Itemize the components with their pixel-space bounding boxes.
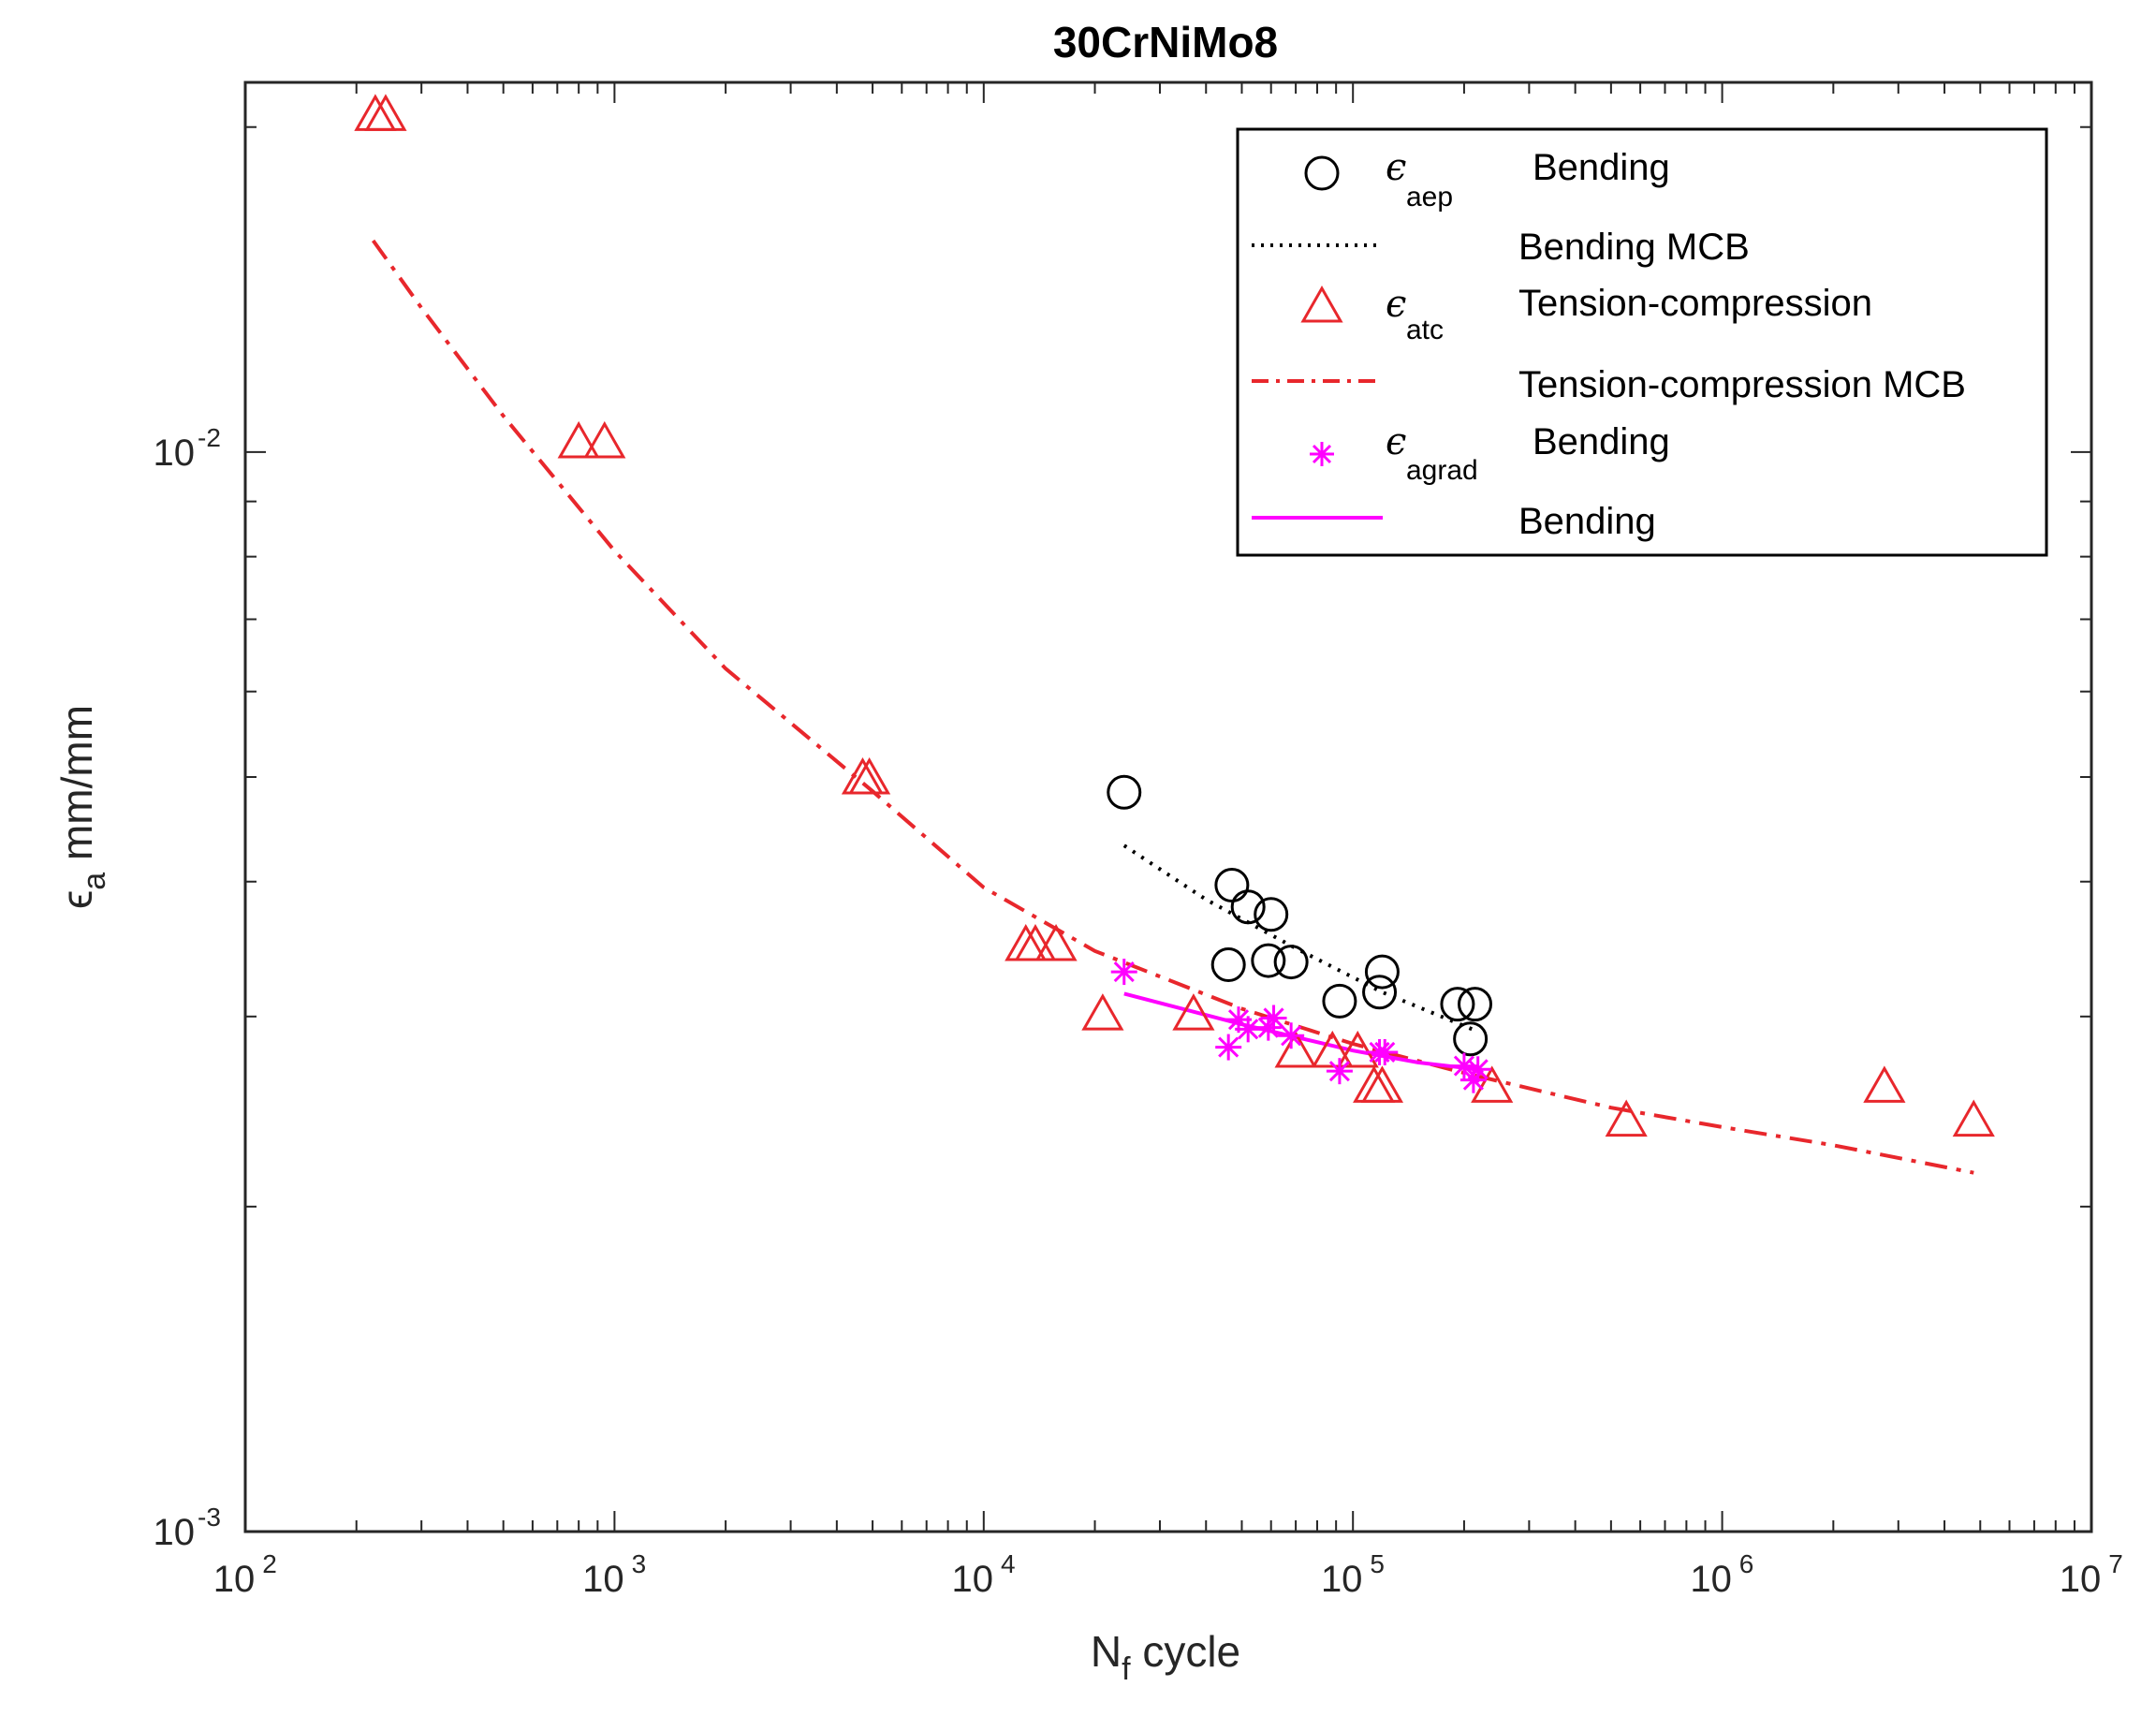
axes-box xyxy=(243,81,2093,1533)
data-point-circle xyxy=(1210,947,1246,983)
x-tick-exponent: 5 xyxy=(1370,1549,1385,1578)
y-label-sub: a xyxy=(77,873,112,890)
data-point-triangle xyxy=(1863,1065,1906,1103)
data-point-circle xyxy=(1230,889,1266,925)
legend-subscript: aep xyxy=(1406,182,1453,213)
data-point-triangle xyxy=(1360,1065,1404,1103)
chart-title: 30CrNiMo8 xyxy=(1053,18,1278,66)
data-point-circle xyxy=(1440,987,1475,1022)
data-point-circle xyxy=(1107,774,1142,810)
data-point-asterisk xyxy=(1215,1034,1242,1061)
data-point-circle xyxy=(1362,975,1398,1010)
data-point-asterisk xyxy=(1110,959,1137,986)
data-point-triangle xyxy=(1471,1065,1514,1103)
x-tick-label: 10 xyxy=(952,1559,994,1600)
data-point-triangle xyxy=(1952,1099,1995,1137)
legend-label: Bending MCB xyxy=(1518,227,1750,268)
legend-circle-marker xyxy=(1304,155,1340,191)
data-point-circle xyxy=(1364,954,1400,990)
data-point-asterisk xyxy=(1235,1016,1262,1043)
legend-label: Tension-compression xyxy=(1518,283,1872,324)
x-tick-label: 10 xyxy=(582,1559,624,1600)
y-label-rest: mm/mm xyxy=(52,705,101,873)
x-tick-label: 10 xyxy=(2060,1559,2102,1600)
legend-symbol: ϵ xyxy=(1386,420,1406,463)
legend-label: Bending xyxy=(1533,147,1670,188)
data-point-asterisk xyxy=(1260,1005,1287,1032)
legend-subscript: agrad xyxy=(1406,455,1478,486)
data-point-circle xyxy=(1458,987,1493,1022)
data-point-triangle xyxy=(583,420,626,459)
data-point-asterisk xyxy=(1278,1022,1305,1049)
data-point-triangle xyxy=(1081,993,1124,1031)
legend-entry-agrad: ϵ agrad Bending xyxy=(1310,420,1670,486)
x-tick-label: 10 xyxy=(213,1559,256,1600)
legend-entry-tc-mcb: Tension-compression MCB xyxy=(1252,364,1966,405)
legend-symbol: ϵ xyxy=(1386,283,1406,326)
y-axis-label: ϵa mm/mm xyxy=(52,705,112,909)
data-point-triangle xyxy=(1605,1099,1648,1137)
y-tick-exponent: -3 xyxy=(198,1503,221,1532)
legend-entry-aep: ϵ aep Bending xyxy=(1304,146,1670,213)
data-point-triangle xyxy=(1172,993,1215,1031)
legend-symbol: ϵ xyxy=(1386,146,1406,189)
x-tick-exponent: 7 xyxy=(2108,1549,2123,1578)
data-point-asterisk xyxy=(1459,1066,1487,1093)
data-point-asterisk xyxy=(1464,1056,1491,1083)
legend-label: Bending xyxy=(1533,421,1670,462)
data-point-asterisk xyxy=(1326,1058,1353,1085)
y-tick-label: 10 xyxy=(154,1512,196,1553)
x-tick-label: 10 xyxy=(1321,1559,1363,1600)
data-point-triangle xyxy=(1014,924,1057,961)
legend-asterisk-marker xyxy=(1310,442,1334,466)
x-label-base: N xyxy=(1091,1627,1122,1676)
data-point-circle xyxy=(1254,897,1289,932)
series-line-dashdot xyxy=(371,239,1974,1175)
data-point-circle xyxy=(1251,943,1286,978)
legend-triangle-marker xyxy=(1300,285,1343,323)
legend-entry-bending-mcb: Bending MCB xyxy=(1252,227,1750,268)
data-point-triangle xyxy=(364,94,407,131)
data-point-circle xyxy=(1322,983,1357,1019)
axis-ticks: 10 2 10 3 10 4 10 5 10 6 10 710 -310 -2 xyxy=(154,82,2123,1600)
legend-subscript: atc xyxy=(1406,315,1444,345)
x-tick-label: 10 xyxy=(1690,1559,1732,1600)
legend-entry-atc: ϵ atc Tension-compression xyxy=(1300,283,1872,345)
data-point-triangle xyxy=(1274,1030,1317,1068)
data-point-triangle xyxy=(848,756,891,795)
data-point-triangle xyxy=(557,420,600,459)
plot-series xyxy=(354,94,1995,1175)
x-label-rest: cycle xyxy=(1131,1627,1241,1676)
legend-box xyxy=(1236,127,2048,557)
legend-label: Tension-compression MCB xyxy=(1518,364,1966,405)
legend-label: Bending xyxy=(1518,501,1656,542)
data-point-asterisk xyxy=(1371,1038,1399,1065)
y-tick-exponent: -2 xyxy=(198,423,221,452)
y-tick-label: 10 xyxy=(154,433,196,474)
y-label-base: ϵ xyxy=(52,890,101,909)
x-tick-exponent: 6 xyxy=(1739,1549,1754,1578)
x-axis-label: Nf cycle xyxy=(1091,1627,1240,1687)
legend: ϵ aep Bending Bending MCB ϵ atc Tension-… xyxy=(1236,127,2048,557)
x-tick-exponent: 2 xyxy=(262,1549,277,1578)
data-point-circle xyxy=(1273,945,1309,980)
data-point-triangle xyxy=(1311,1030,1354,1068)
x-label-sub: f xyxy=(1122,1651,1131,1687)
legend-entry-grad-line: Bending xyxy=(1252,501,1656,542)
data-point-circle xyxy=(1453,1021,1489,1057)
x-tick-exponent: 4 xyxy=(1001,1549,1016,1578)
x-tick-exponent: 3 xyxy=(632,1549,647,1578)
data-point-triangle xyxy=(1336,1030,1379,1068)
data-point-triangle xyxy=(1034,924,1078,961)
data-point-asterisk xyxy=(1450,1052,1477,1079)
